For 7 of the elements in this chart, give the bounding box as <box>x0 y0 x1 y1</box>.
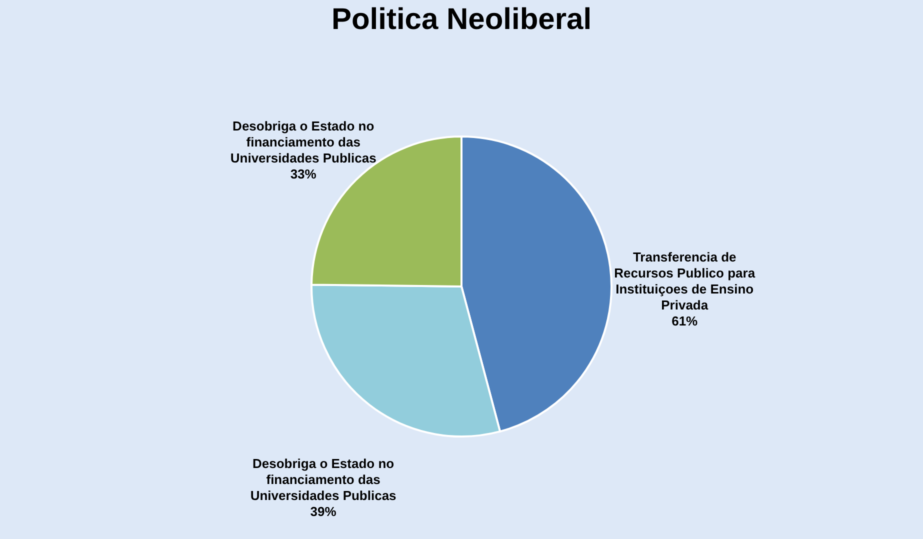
slice-label: Desobriga o Estado no financiamento das Universidades Publicas <box>250 456 396 504</box>
data-label: 61% <box>672 313 698 328</box>
data-label: 33% <box>290 166 317 182</box>
chart-title: Politica Neoliberal <box>331 3 592 36</box>
slice-label: Transferencia de Recursos Publico para Instituiçoes de Ensino Privada <box>614 249 756 312</box>
slice-label: Desobriga o Estado no financiamento das Universidades Publicas <box>230 118 376 166</box>
data-label: 39% <box>310 504 337 520</box>
